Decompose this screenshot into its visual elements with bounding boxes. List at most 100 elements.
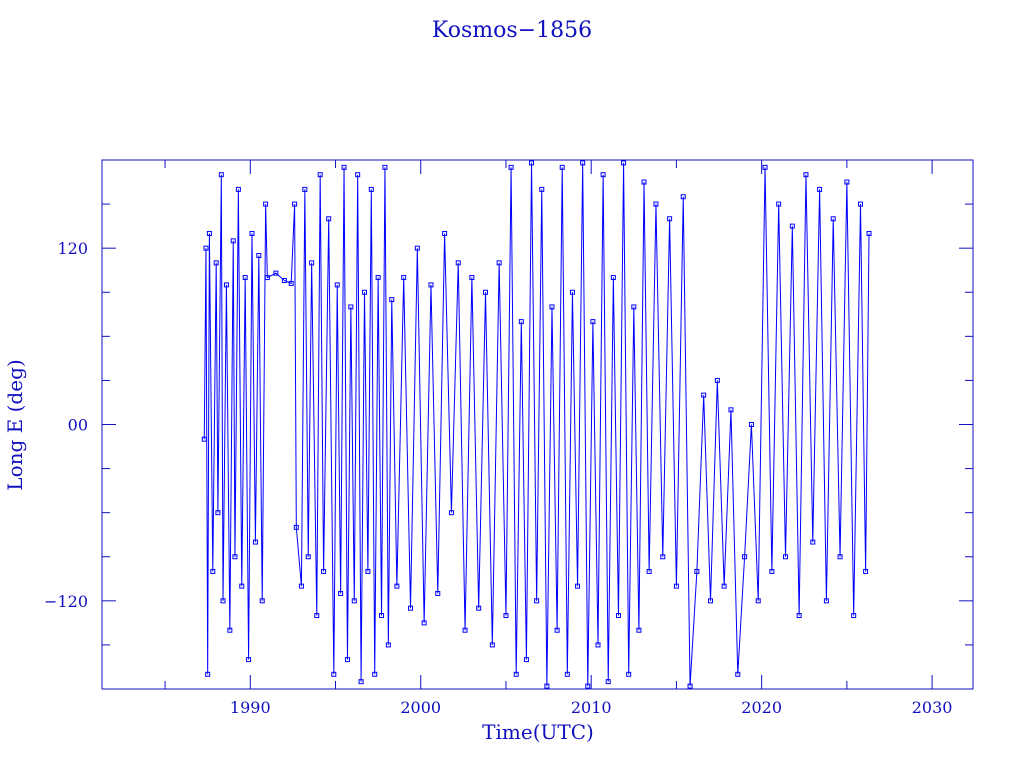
data-point — [523, 657, 529, 663]
data-point — [508, 164, 514, 170]
data-point — [694, 568, 700, 574]
data-point — [600, 172, 606, 178]
data-point — [379, 613, 385, 619]
x-tick-label-2030: 2030 — [912, 698, 953, 717]
data-point — [636, 627, 642, 633]
data-point — [355, 172, 361, 178]
data-point — [382, 164, 388, 170]
data-point — [476, 605, 482, 611]
data-point — [615, 613, 621, 619]
data-point — [559, 164, 565, 170]
data-point — [239, 583, 245, 589]
data-point — [687, 683, 693, 689]
data-point — [673, 583, 679, 589]
x-axis-label: Time(UTC) — [482, 720, 594, 744]
data-point — [708, 598, 714, 604]
data-point — [203, 245, 209, 251]
data-point — [483, 289, 489, 295]
data-point — [235, 186, 241, 192]
data-point — [331, 671, 337, 677]
data-point — [218, 172, 224, 178]
data-point — [213, 260, 219, 266]
data-point — [539, 186, 545, 192]
data-point — [789, 223, 795, 229]
data-point — [783, 554, 789, 560]
data-point — [564, 671, 570, 677]
data-point — [653, 201, 659, 207]
data-point — [680, 194, 686, 200]
data-point — [714, 377, 720, 383]
x-tick-label-2000: 2000 — [400, 698, 441, 717]
data-point — [660, 554, 666, 560]
data-point — [293, 524, 299, 530]
chart-title: Kosmos−1856 — [432, 18, 592, 43]
data-point — [513, 671, 519, 677]
plot-area — [201, 160, 872, 689]
data-point — [358, 679, 364, 685]
data-point — [631, 304, 637, 310]
data-point — [817, 186, 823, 192]
data-point — [256, 253, 262, 259]
data-point — [389, 297, 395, 303]
x-tick-label-1990: 1990 — [230, 698, 271, 717]
data-point — [435, 590, 441, 596]
data-point — [803, 172, 809, 178]
data-point — [469, 275, 475, 281]
data-point — [220, 598, 226, 604]
data-point — [748, 422, 754, 427]
data-point — [361, 289, 367, 295]
data-point — [281, 277, 287, 283]
data-point — [701, 392, 707, 398]
data-point — [462, 627, 468, 633]
data-point — [317, 172, 323, 178]
data-point — [580, 160, 586, 166]
data-point — [321, 568, 327, 574]
data-point — [863, 568, 869, 574]
data-point — [215, 510, 221, 516]
data-point — [667, 216, 673, 222]
data-point — [421, 620, 427, 626]
data-point — [305, 554, 311, 560]
data-point — [518, 319, 524, 325]
data-point — [249, 230, 255, 236]
data-point — [201, 436, 207, 442]
y-tick-label-minus-120: −120 — [44, 592, 88, 611]
data-point — [375, 275, 381, 281]
data-point — [776, 201, 782, 207]
data-point — [242, 275, 248, 281]
data-point — [292, 201, 298, 207]
data-point — [401, 275, 407, 281]
data-point — [858, 201, 864, 207]
data-point — [372, 671, 378, 677]
data-point — [442, 230, 448, 236]
series-line — [203, 162, 870, 687]
data-point — [259, 598, 265, 604]
data-point — [866, 230, 872, 236]
data-point — [554, 627, 560, 633]
data-point — [302, 186, 308, 192]
data-point — [755, 598, 761, 604]
data-point — [414, 245, 420, 251]
data-point — [227, 627, 233, 633]
data-point — [590, 319, 596, 325]
y-tick-label-120: 120 — [57, 239, 88, 258]
data-point — [605, 679, 611, 685]
data-point — [641, 179, 647, 185]
data-point — [205, 671, 211, 677]
axis-ticks — [102, 160, 973, 689]
data-point — [223, 282, 229, 288]
data-point — [428, 282, 434, 288]
data-point — [646, 568, 652, 574]
data-point — [769, 568, 775, 574]
data-point — [326, 216, 332, 222]
data-point — [365, 568, 371, 574]
data-point — [288, 280, 294, 286]
data-point — [385, 642, 391, 648]
data-point — [503, 613, 509, 619]
data-point — [348, 304, 354, 310]
data-point — [851, 613, 857, 619]
data-point — [368, 186, 374, 192]
data-point — [408, 605, 414, 611]
data-point — [621, 160, 627, 166]
